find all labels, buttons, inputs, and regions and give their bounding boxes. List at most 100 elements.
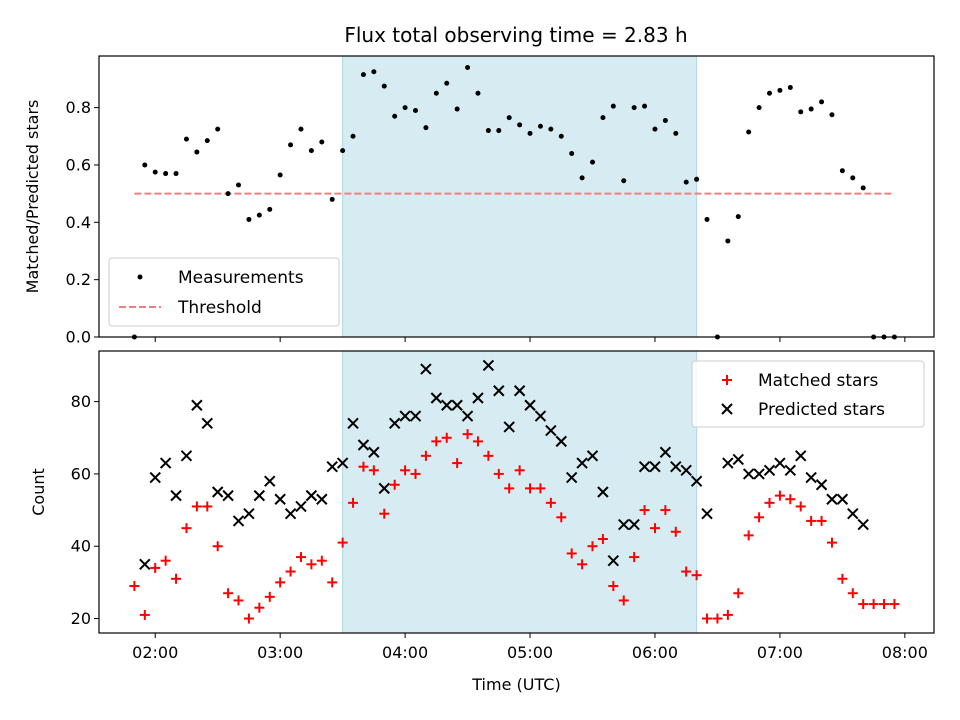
matched-star-point xyxy=(816,515,827,526)
matched-star-point xyxy=(285,566,296,577)
measurement-point xyxy=(288,142,294,148)
matched-star-point xyxy=(806,515,817,526)
matched-star-point xyxy=(629,552,640,563)
predicted-star-point xyxy=(264,475,276,487)
predicted-star-point xyxy=(815,479,828,491)
matched-star-point xyxy=(722,609,733,620)
measurement-point xyxy=(381,83,387,89)
x-tick-label: 05:00 xyxy=(507,643,553,662)
predicted-star-point xyxy=(524,399,536,411)
predicted-star-point xyxy=(451,399,463,411)
predicted-star-point xyxy=(232,515,245,527)
predicted-star-point xyxy=(326,460,338,473)
measurement-point xyxy=(142,162,148,168)
matched-star-point xyxy=(879,599,890,610)
y-axis-label-top: Matched/Predicted stars xyxy=(23,100,42,294)
x-tick-label: 06:00 xyxy=(632,643,678,662)
measurement-point xyxy=(631,105,637,111)
matched-star-point xyxy=(597,534,608,544)
measurement-point xyxy=(319,139,325,145)
matched-star-point xyxy=(504,483,515,494)
y-tick-label: 0.2 xyxy=(66,270,91,289)
matched-star-point xyxy=(420,450,431,461)
measurement-point xyxy=(798,109,804,115)
legend-label-measurements: Measurements xyxy=(178,268,304,288)
measurement-point xyxy=(819,99,825,105)
matched-star-point xyxy=(556,512,567,523)
predicted-star-point xyxy=(336,457,349,469)
predicted-star-point xyxy=(555,435,567,448)
measurement-point xyxy=(267,206,273,212)
measurement-point xyxy=(454,106,460,112)
x-axis-ticks-bottom: 02:00 03:00 04:00 05:00 06:00 07:00 08:00 xyxy=(132,633,928,662)
predicted-star-point xyxy=(597,486,609,498)
matched-star-point xyxy=(316,555,327,566)
matched-star-point xyxy=(368,465,379,476)
predicted-star-point xyxy=(149,471,161,484)
measurement-point xyxy=(392,113,398,119)
predicted-star-point xyxy=(482,359,495,372)
measurement-point xyxy=(173,171,179,177)
predicted-star-point xyxy=(836,493,849,505)
measurement-point xyxy=(662,118,668,124)
measurement-point xyxy=(236,182,242,188)
measurement-point xyxy=(183,136,189,142)
predicted-star-point xyxy=(826,493,838,505)
measurement-point xyxy=(579,175,585,181)
matched-star-point xyxy=(733,588,744,599)
matched-star-point xyxy=(608,581,619,591)
predicted-star-point xyxy=(701,507,713,520)
predicted-star-point xyxy=(513,385,526,397)
matched-star-point xyxy=(327,577,338,588)
matched-star-point xyxy=(826,537,837,548)
matched-star-point xyxy=(431,436,442,447)
predicted-star-point xyxy=(722,457,734,469)
predicted-star-point xyxy=(534,410,547,422)
measurement-point xyxy=(413,107,419,113)
y-tick-label: 0.8 xyxy=(66,98,91,117)
matched-star-point xyxy=(566,548,577,559)
predicted-star-point xyxy=(461,410,474,422)
matched-star-point xyxy=(754,512,765,523)
predicted-star-point xyxy=(607,554,620,567)
predicted-star-point xyxy=(170,489,182,502)
matched-star-point xyxy=(160,555,171,566)
predicted-star-point xyxy=(670,460,682,473)
measurement-point xyxy=(152,169,158,175)
matched-star-point xyxy=(191,501,202,512)
matched-star-point xyxy=(400,465,411,476)
ratio-panel: 0.00.20.40.60.8 Matched/Predicted stars … xyxy=(23,55,935,347)
matched-star-point xyxy=(306,559,317,570)
x-tick-label: 04:00 xyxy=(382,643,428,662)
predicted-star-point xyxy=(295,500,307,513)
measurement-point xyxy=(683,179,689,185)
measurement-point xyxy=(548,126,554,132)
measurement-point xyxy=(298,126,304,132)
measurement-point xyxy=(537,123,543,129)
legend-frame xyxy=(691,360,925,428)
predicted-star-point xyxy=(576,457,588,469)
predicted-star-point xyxy=(347,417,359,430)
matched-star-point xyxy=(139,609,150,620)
predicted-star-point xyxy=(409,410,422,422)
predicted-star-point xyxy=(253,489,266,502)
measurement-point xyxy=(725,238,731,244)
matched-star-point xyxy=(743,530,754,541)
predicted-star-point xyxy=(201,417,213,430)
predicted-star-point xyxy=(378,482,390,495)
axes-frame-top xyxy=(98,55,935,338)
matched-star-point xyxy=(702,613,713,624)
measurement-point xyxy=(808,106,814,112)
predicted-star-point xyxy=(274,493,286,505)
measurement-point xyxy=(308,148,314,154)
measurement-point xyxy=(590,159,596,165)
matched-star-point xyxy=(452,458,463,469)
matched-star-point xyxy=(691,570,702,581)
matched-star-point xyxy=(441,432,452,443)
x-axis-label: Time (UTC) xyxy=(471,675,560,694)
matched-star-point xyxy=(379,508,390,519)
matched-star-point xyxy=(868,599,879,610)
matched-star-point xyxy=(587,541,598,552)
matched-star-point xyxy=(785,494,796,505)
